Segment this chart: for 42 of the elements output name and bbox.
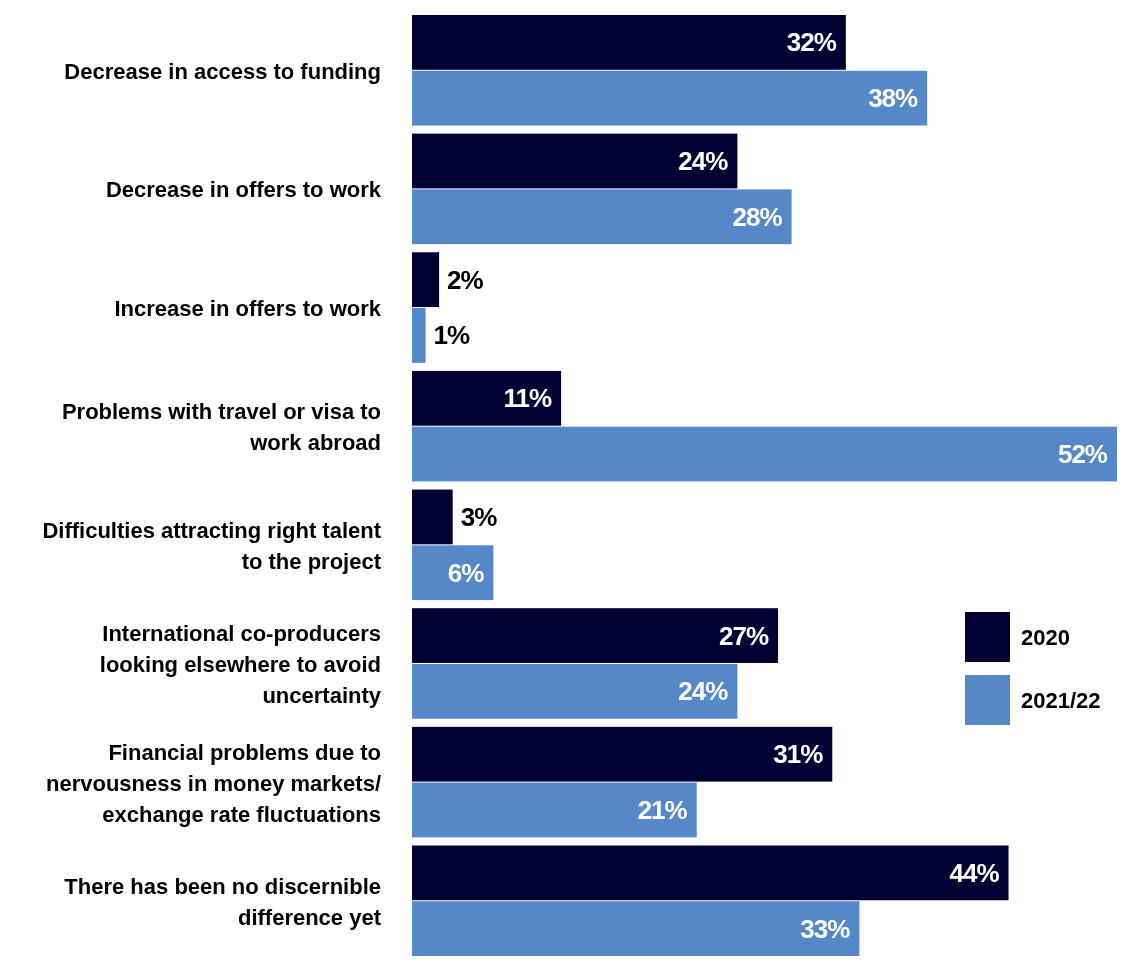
data-label: 24% [678, 146, 729, 177]
data-label: 1% [433, 320, 471, 351]
data-label: 2% [447, 264, 484, 295]
data-label: 3% [460, 501, 498, 532]
bar [412, 545, 494, 601]
bar [412, 370, 562, 426]
y-tick-label: International co-producers looking elsewhere to avoid uncertainty [99, 620, 382, 708]
bar [412, 308, 426, 363]
bar [412, 489, 453, 545]
data-label: 31% [773, 739, 824, 770]
bar [412, 608, 779, 663]
bar [412, 726, 833, 782]
y-tick-label: Problems with travel or visa to work abroad [61, 399, 381, 456]
bar [412, 15, 846, 70]
data-label: 38% [868, 83, 919, 114]
y-tick-label: Decrease in access to funding [64, 58, 381, 84]
data-label: 32% [786, 27, 837, 58]
bar [412, 133, 738, 189]
bar [412, 252, 440, 308]
bar [412, 663, 738, 719]
legend-label: 2020 [1021, 625, 1070, 650]
bar [412, 70, 928, 126]
bar [412, 845, 1009, 901]
data-label: 52% [1057, 439, 1108, 470]
data-label: 6% [447, 557, 485, 588]
y-tick-label: Financial problems due to nervousness in money markets/exchange rate fluctuations [45, 739, 381, 827]
y-tick-label: Decrease in offers to work [105, 177, 382, 203]
y-tick-label: Difficulties attracting right talent to the project [42, 517, 382, 574]
bar [412, 426, 1117, 482]
data-label: 27% [719, 620, 769, 651]
y-tick-label: Increase in offers to work [114, 296, 382, 322]
data-label: 11% [503, 383, 553, 414]
data-label: 33% [800, 913, 851, 944]
data-label: 28% [732, 201, 783, 232]
bar [412, 189, 792, 245]
data-label: 24% [678, 676, 729, 707]
data-label: 44% [949, 857, 1000, 888]
data-label: 21% [637, 794, 688, 825]
bar [412, 782, 697, 838]
y-tick-label: There has been no discernible difference yet [64, 873, 382, 930]
bar [412, 901, 860, 956]
legend-label: 2021/22 [1021, 688, 1101, 713]
